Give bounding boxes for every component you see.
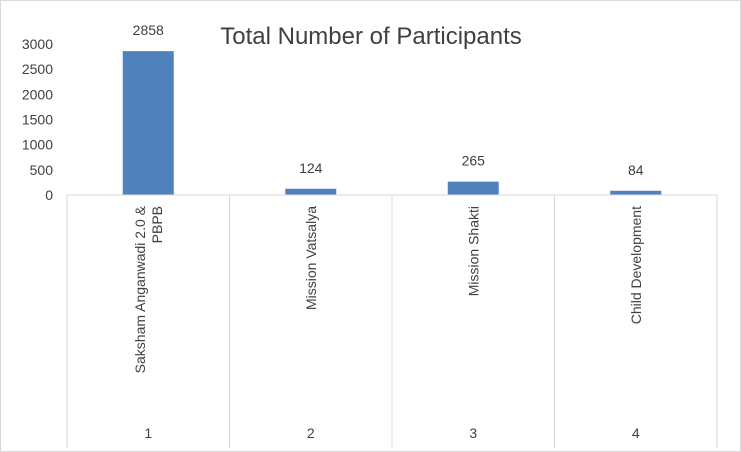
bar xyxy=(610,190,662,195)
y-tick-label: 2000 xyxy=(22,86,53,102)
y-tick-label: 500 xyxy=(30,162,54,178)
data-label: 2858 xyxy=(133,22,164,38)
x-category-index: 3 xyxy=(469,425,477,441)
bar xyxy=(122,51,174,195)
data-label: 265 xyxy=(462,153,486,169)
y-tick-label: 3000 xyxy=(22,36,53,52)
y-tick-label: 2500 xyxy=(22,61,53,77)
chart-title: Total Number of Participants xyxy=(220,23,521,50)
data-labels-group: 2858 124 265 84 xyxy=(133,22,644,178)
x-category-label-line: PBPB xyxy=(149,206,165,243)
x-axis: Saksham Anganwadi 2.0 & PBPB 1 Mission Vats… xyxy=(66,194,718,448)
x-category-label: Saksham Anganwadi 2.0 & PBPB xyxy=(132,205,165,373)
bar xyxy=(285,188,337,195)
bar xyxy=(447,181,499,195)
y-axis-ticks: 0 500 1000 1500 2000 2500 3000 xyxy=(22,36,53,203)
x-category-label-line: Mission Vatsalya xyxy=(303,206,319,310)
x-category-label-line: Child Development xyxy=(628,206,644,324)
x-category-label: Mission Vatsalya xyxy=(303,206,319,310)
x-category-label: Child Development xyxy=(628,206,644,324)
x-category-label: Mission Shakti xyxy=(465,206,481,296)
x-category-index: 4 xyxy=(632,425,640,441)
bars-group xyxy=(122,51,662,195)
data-label: 124 xyxy=(299,160,323,176)
x-category-label-line: Mission Shakti xyxy=(465,206,481,296)
y-tick-label: 1000 xyxy=(22,137,53,153)
x-category-label-line: Saksham Anganwadi 2.0 & xyxy=(132,205,148,373)
x-category-index: 1 xyxy=(144,425,152,441)
y-tick-label: 0 xyxy=(45,187,53,203)
x-category-index: 2 xyxy=(307,425,315,441)
data-label: 84 xyxy=(628,162,644,178)
y-tick-label: 1500 xyxy=(22,112,53,128)
